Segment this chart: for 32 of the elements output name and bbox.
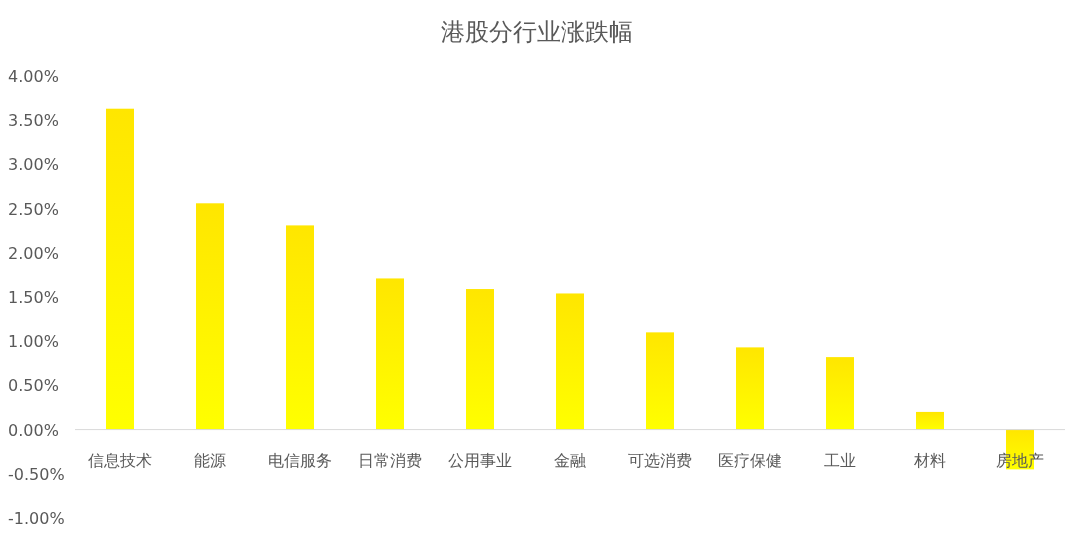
y-tick-label: 4.00% (8, 67, 59, 86)
x-tick-label: 电信服务 (268, 450, 332, 470)
x-tick-label: 医疗保健 (718, 450, 782, 470)
x-tick-label: 能源 (194, 450, 226, 470)
bar (826, 357, 854, 430)
y-tick-label: -1.00% (8, 509, 65, 528)
bar (376, 278, 404, 430)
bar (286, 225, 314, 430)
y-tick-label: 1.50% (8, 288, 59, 307)
y-tick-label: 3.50% (8, 111, 59, 131)
x-tick-label: 信息技术 (88, 450, 152, 470)
bar (916, 411, 944, 430)
y-tick-label: 0.50% (8, 376, 59, 396)
x-tick-label: 日常消费 (358, 450, 422, 470)
y-tick-label: 2.00% (8, 243, 59, 263)
x-tick-label: 材料 (913, 450, 946, 470)
y-tick-label: 3.00% (8, 155, 59, 175)
x-tick-label: 公用事业 (448, 450, 512, 470)
y-tick-label: 1.00% (8, 332, 59, 352)
chart-title: 港股分行业涨跌幅 (441, 18, 633, 46)
bar (646, 332, 674, 430)
bar (736, 347, 764, 430)
x-tick-label: 可选消费 (628, 450, 692, 470)
bar (106, 108, 134, 430)
y-tick-label: -0.50% (8, 464, 65, 484)
x-tick-label: 工业 (824, 450, 856, 470)
bar (196, 203, 224, 430)
bar (466, 289, 494, 430)
y-tick-label: 2.50% (8, 199, 59, 219)
bar (556, 293, 584, 430)
x-tick-label: 金融 (554, 450, 586, 470)
y-tick-label: 0.00% (8, 420, 59, 440)
